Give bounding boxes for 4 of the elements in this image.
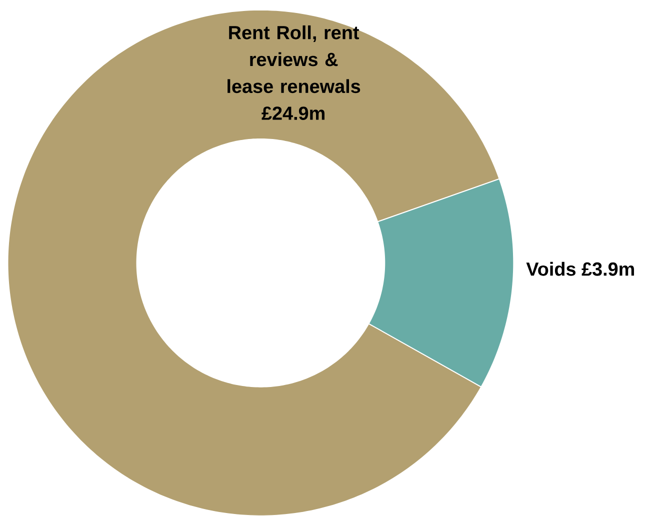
data-label: £3.9m: [582, 262, 634, 276]
slice-label: Voids: [526, 262, 576, 276]
slice-label: Rent Roll, rent reviews & lease renewals: [228, 25, 360, 93]
data-label: £24.9m: [262, 106, 324, 120]
